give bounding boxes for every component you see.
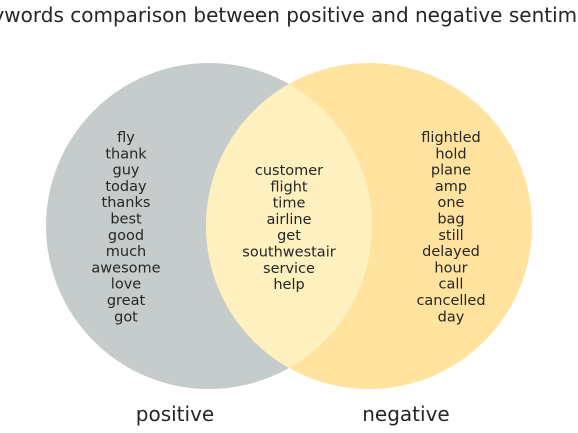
positive-word: awesome (91, 260, 160, 276)
shared-word: get (277, 228, 301, 244)
shared-word: time (273, 196, 306, 212)
negative-word: flightled (421, 130, 480, 146)
negative-word: one (438, 195, 465, 211)
negative-word: plane (431, 163, 471, 179)
shared-word: help (273, 277, 304, 293)
shared-word: service (263, 261, 315, 277)
shared-word: airline (266, 212, 311, 228)
negative-word: hour (434, 260, 467, 276)
negative-word: call (439, 277, 464, 293)
negative-set-label: negative (362, 402, 449, 426)
positive-word: thank (105, 146, 147, 162)
shared-words: customerflighttimeairlinegetsouthwestair… (242, 163, 335, 293)
positive-word: much (106, 244, 146, 260)
positive-word: best (110, 212, 142, 228)
positive-word: guy (113, 163, 140, 179)
positive-word: good (108, 228, 144, 244)
positive-word: great (107, 293, 146, 309)
negative-word: cancelled (416, 293, 485, 309)
positive-word: love (111, 277, 141, 293)
shared-word: flight (270, 179, 308, 195)
negative-word: delayed (422, 244, 480, 260)
positive-only-words: flythankguytodaythanksbestgoodmuchawesom… (91, 130, 160, 325)
chart-title: Keywords comparison between positive and… (0, 3, 578, 27)
positive-set-label: positive (136, 402, 214, 426)
shared-word: southwestair (242, 245, 335, 261)
negative-word: hold (435, 146, 466, 162)
shared-word: customer (255, 163, 323, 179)
positive-word: fly (117, 130, 135, 146)
positive-word: today (105, 179, 147, 195)
negative-only-words: flightledholdplaneamponebagstilldelayedh… (416, 130, 485, 325)
negative-word: still (438, 228, 463, 244)
positive-word: got (114, 309, 138, 325)
negative-word: bag (437, 212, 464, 228)
negative-word: amp (435, 179, 467, 195)
intersection-region (206, 63, 372, 389)
positive-word: thanks (102, 195, 151, 211)
negative-word: day (438, 309, 465, 325)
